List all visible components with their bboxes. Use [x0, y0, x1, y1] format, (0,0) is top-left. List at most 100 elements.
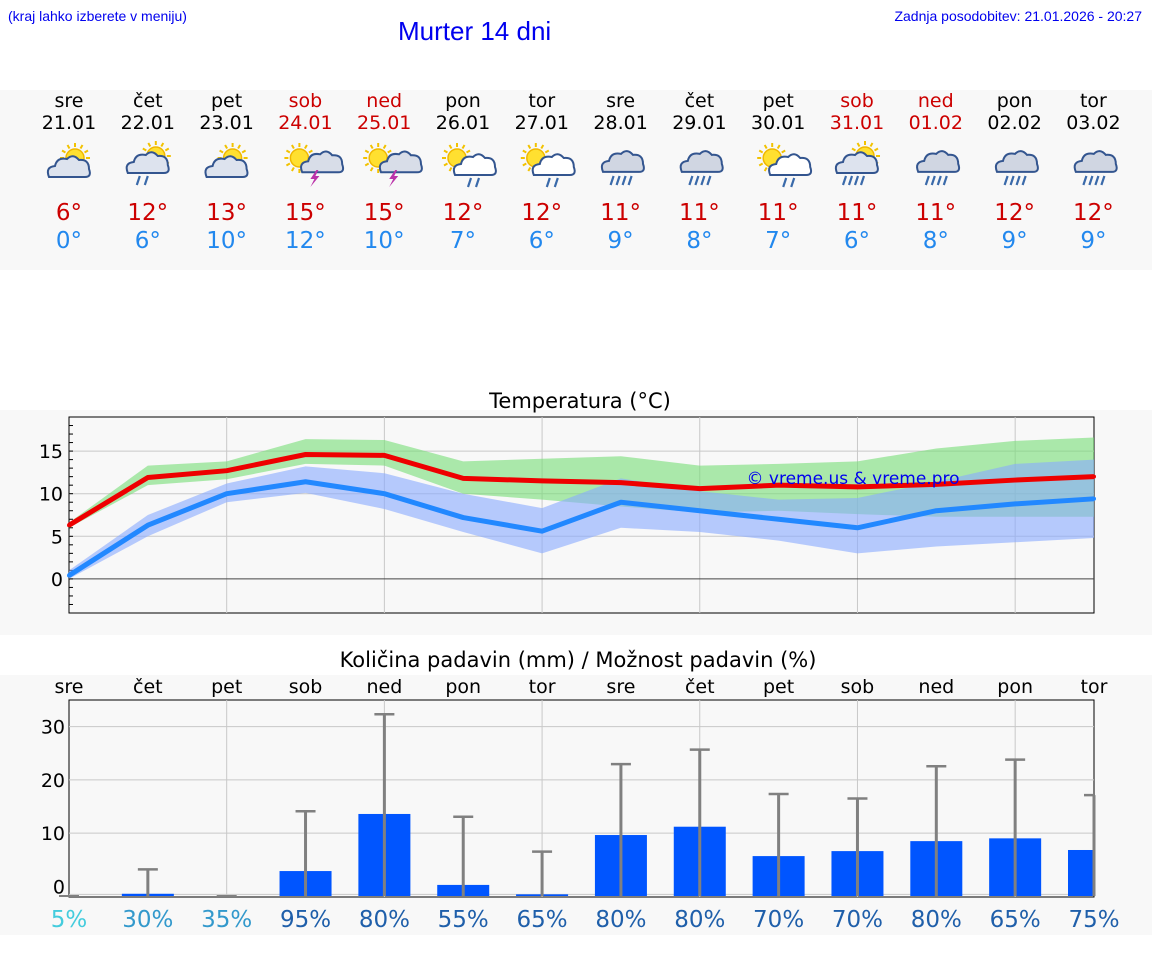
forecast-max-temp: 12°	[443, 200, 484, 226]
temp-point-max	[618, 480, 623, 485]
temp-y-tick-label: 0	[51, 569, 63, 591]
rain-drop	[1082, 175, 1088, 186]
precip-day-label: čet	[685, 676, 715, 698]
precip-day-label: sob	[289, 676, 323, 698]
cloud-shape	[1073, 150, 1118, 173]
forecast-date: 21.01	[42, 112, 96, 134]
sun-ray	[776, 144, 781, 149]
cloud-heavy-rain-icon	[679, 150, 724, 186]
rain-drop	[700, 175, 706, 186]
forecast-min-temp: 7°	[450, 228, 476, 254]
forecast-date: 24.01	[278, 112, 332, 134]
sun-ray	[369, 144, 374, 149]
precip-probability: 30%	[122, 907, 173, 933]
sun-ray	[781, 149, 786, 154]
rain-drop	[466, 177, 473, 188]
sun-thunderstorm-icon	[284, 143, 345, 187]
temp-point-min	[224, 491, 229, 496]
sun-cloud-rain-icon	[442, 143, 497, 188]
sun-ray	[443, 162, 448, 167]
forecast-date: 27.01	[515, 112, 569, 134]
forecast-min-temp: 7°	[765, 228, 791, 254]
forecast-date: 29.01	[672, 112, 726, 134]
sun-ray	[540, 144, 545, 149]
precip-probability: 65%	[517, 907, 568, 933]
forecast-max-temp: 15°	[285, 200, 326, 226]
precip-day-label: ned	[918, 676, 954, 698]
forecast-day-name: pet	[763, 90, 794, 112]
sun-ray	[763, 144, 768, 149]
forecast-day-name: čet	[133, 90, 163, 112]
last-update: Zadnja posodobitev: 21.01.2026 - 20:27	[894, 8, 1142, 24]
sun-ray	[285, 149, 291, 154]
sun-ray	[758, 149, 764, 154]
sun-ray	[851, 147, 856, 152]
rain-drop	[545, 177, 551, 188]
cloud-shape	[679, 150, 724, 173]
rain-drop	[688, 175, 694, 186]
forecast-day-name: pon	[997, 90, 1033, 112]
sun-ray	[856, 142, 861, 147]
sun-thunderstorm-icon	[363, 143, 423, 187]
forecast-date: 25.01	[357, 112, 411, 134]
forecast-date: 22.01	[121, 112, 175, 134]
temp-y-tick-label: 15	[39, 441, 63, 463]
temp-point-min	[618, 500, 623, 505]
cloud-shape	[531, 153, 576, 176]
forecast-day-name: pet	[211, 90, 242, 112]
temp-point-max	[1092, 474, 1096, 479]
forecast-min-temp: 6°	[135, 228, 161, 254]
rain-drop	[782, 177, 788, 188]
precip-probability: 35%	[201, 907, 252, 933]
precip-probability: 80%	[359, 907, 410, 933]
rain-drop	[615, 175, 621, 186]
sun-ray	[84, 149, 89, 154]
sun-ray	[758, 162, 764, 167]
temp-chart-title: Temperatura (°C)	[488, 389, 671, 413]
temp-y-tick-label: 10	[39, 484, 63, 506]
sun-ray	[387, 149, 392, 154]
forecast-max-temp: 11°	[837, 200, 878, 226]
rain-drop	[942, 175, 948, 186]
forecast-date: 23.01	[199, 112, 253, 134]
temp-point-max	[697, 486, 702, 491]
precip-probability: 65%	[990, 907, 1041, 933]
precip-y-tick-label: 30	[41, 717, 65, 739]
forecast-day-name: tor	[1080, 90, 1107, 112]
forecast-date: 01.02	[909, 112, 963, 134]
forecast-strip: sre21.016°0°čet22.0112°6°pet23.0113°10°s…	[42, 90, 1121, 254]
rain-drop	[853, 175, 860, 186]
forecast-max-temp: 15°	[364, 200, 405, 226]
precip-day-label: tor	[529, 676, 556, 698]
forecast-min-temp: 9°	[608, 228, 634, 254]
sun-ray	[285, 162, 291, 167]
rain-drop	[1021, 175, 1027, 186]
cloud-heavy-rain-icon	[600, 150, 645, 186]
sun-ray	[142, 147, 147, 152]
forecast-date: 31.01	[830, 112, 884, 134]
sun-cloud-rain-icon	[520, 143, 576, 188]
temp-line-max	[67, 451, 1095, 528]
forecast-min-temp: 6°	[844, 228, 870, 254]
rain-drop	[694, 175, 700, 186]
cloud-shape	[125, 151, 170, 174]
watermark: © vreme.us & vreme.pro	[746, 469, 959, 489]
forecast-band	[0, 90, 1152, 270]
forecast-day-name: sre	[55, 90, 84, 112]
cloud-shape	[300, 150, 345, 174]
rain-drop	[706, 175, 712, 186]
sun-ray	[527, 144, 532, 149]
sun-ray	[304, 144, 308, 149]
temp-point-min	[461, 515, 466, 520]
cloud-shape	[994, 150, 1039, 173]
temp-y-tick-label: 5	[51, 526, 63, 548]
rain-drop	[936, 175, 942, 186]
forecast-date: 02.02	[987, 112, 1041, 134]
